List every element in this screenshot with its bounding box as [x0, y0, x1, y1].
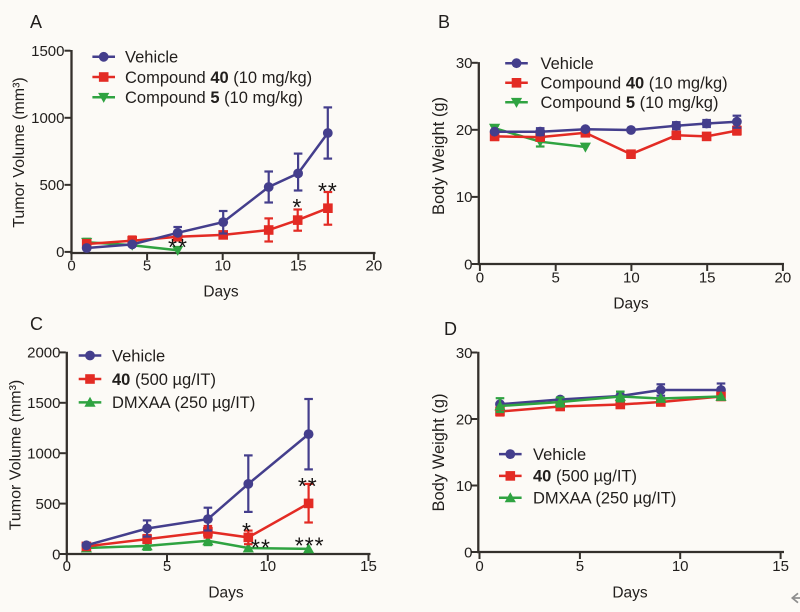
svg-text:0: 0 [476, 270, 484, 287]
svg-text:B: B [438, 12, 450, 32]
svg-text:Vehicle: Vehicle [541, 55, 594, 73]
svg-text:500: 500 [39, 177, 64, 194]
svg-text:20: 20 [456, 122, 473, 139]
svg-text:10: 10 [456, 478, 473, 495]
svg-text:Days: Days [613, 296, 649, 313]
svg-text:20: 20 [366, 257, 383, 274]
svg-text:15: 15 [360, 558, 377, 575]
svg-text:Tumor Volume (mm³): Tumor Volume (mm³) [8, 380, 25, 531]
svg-text:A: A [30, 12, 42, 32]
svg-text:**: ** [251, 534, 271, 560]
svg-text:5: 5 [576, 558, 584, 575]
svg-text:10: 10 [456, 189, 473, 206]
svg-text:Days: Days [612, 585, 648, 602]
svg-text:Body Weight (g): Body Weight (g) [430, 97, 448, 215]
svg-text:DMXAA (250 µg/IT): DMXAA (250 µg/IT) [112, 394, 255, 412]
svg-text:20: 20 [456, 411, 473, 428]
svg-text:***: *** [295, 533, 325, 559]
svg-text:1000: 1000 [27, 446, 60, 463]
svg-text:1000: 1000 [31, 110, 64, 127]
svg-text:10: 10 [259, 558, 276, 575]
svg-text:5: 5 [143, 257, 151, 274]
svg-text:0: 0 [63, 558, 71, 575]
svg-text:5: 5 [552, 270, 560, 287]
svg-text:1500: 1500 [31, 43, 64, 60]
svg-text:Compound 40 (10 mg/kg): Compound 40 (10 mg/kg) [541, 75, 728, 93]
svg-text:0: 0 [475, 558, 483, 575]
svg-text:0: 0 [464, 256, 472, 273]
svg-text:D: D [444, 319, 457, 339]
svg-text:0: 0 [52, 546, 60, 563]
svg-text:2000: 2000 [27, 345, 60, 362]
svg-text:0: 0 [67, 257, 75, 274]
svg-text:Vehicle: Vehicle [125, 49, 178, 67]
svg-text:5: 5 [163, 558, 171, 575]
svg-text:Compound 40 (10 mg/kg): Compound 40 (10 mg/kg) [125, 69, 312, 87]
svg-text:*: * [292, 194, 302, 220]
svg-text:40 (500 µg/IT): 40 (500 µg/IT) [533, 468, 637, 486]
svg-text:0: 0 [56, 244, 64, 261]
svg-text:15: 15 [772, 558, 789, 575]
svg-text:30: 30 [456, 55, 473, 72]
svg-text:Body Weight (g): Body Weight (g) [430, 394, 448, 512]
svg-text:500: 500 [35, 496, 60, 513]
svg-text:Vehicle: Vehicle [533, 446, 586, 464]
svg-text:10: 10 [672, 558, 689, 575]
svg-text:40 (500 µg/IT): 40 (500 µg/IT) [112, 371, 216, 389]
svg-text:**: ** [168, 234, 188, 260]
svg-text:1500: 1500 [27, 395, 60, 412]
svg-text:15: 15 [699, 270, 716, 287]
svg-text:0: 0 [464, 544, 472, 561]
svg-text:Vehicle: Vehicle [112, 347, 165, 365]
svg-text:10: 10 [623, 270, 640, 287]
svg-text:C: C [30, 314, 43, 334]
svg-text:Compound 5 (10 mg/kg): Compound 5 (10 mg/kg) [541, 94, 719, 112]
svg-text:DMXAA (250 µg/IT): DMXAA (250 µg/IT) [533, 490, 676, 508]
svg-text:Days: Days [208, 585, 244, 602]
svg-text:Tumor Volume (mm³): Tumor Volume (mm³) [11, 77, 28, 228]
svg-text:15: 15 [290, 257, 307, 274]
svg-text:30: 30 [456, 345, 473, 362]
svg-text:**: ** [318, 178, 338, 204]
svg-text:Compound 5 (10 mg/kg): Compound 5 (10 mg/kg) [125, 89, 303, 107]
svg-text:Days: Days [203, 284, 239, 301]
svg-text:*: * [242, 518, 252, 544]
svg-text:**: ** [298, 473, 318, 499]
svg-text:20: 20 [775, 270, 792, 287]
svg-text:10: 10 [214, 257, 231, 274]
